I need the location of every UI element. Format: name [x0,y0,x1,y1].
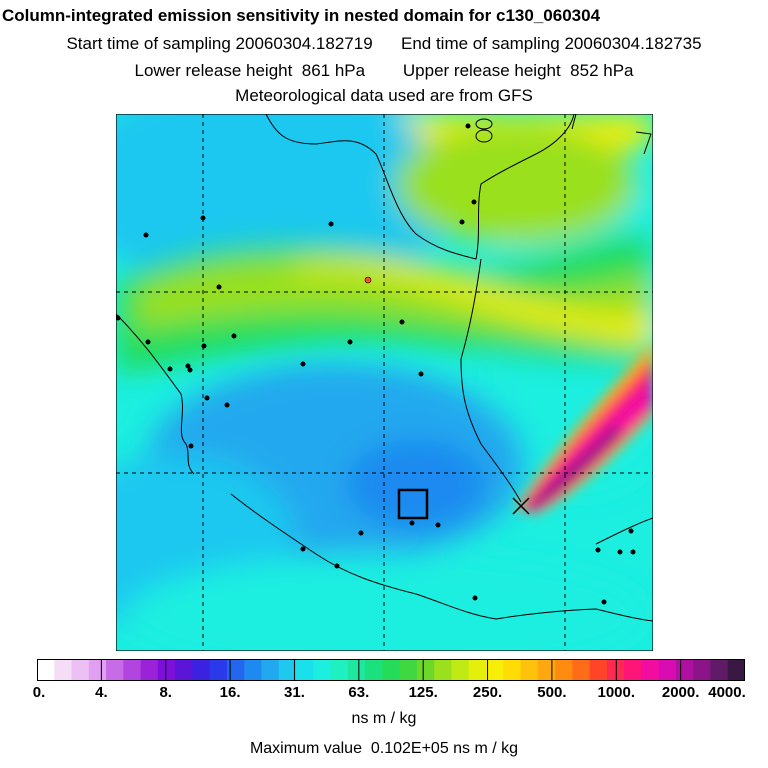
colorbar-cell [624,659,642,681]
colorbar-cell [520,659,539,681]
colorbar-tick-label: 4. [95,684,108,701]
colorbar-cell [399,659,418,681]
colorbar-cell [330,659,349,681]
release-heights: Lower release height 861 hPa Upper relea… [134,61,634,80]
colorbar-cell [693,659,712,681]
colorbar-tick-label: 2000. [661,684,700,701]
colorbar-units: ns m / kg [351,710,417,727]
colorbar-tick-label: 31. [284,684,305,701]
colorbar-cell [54,659,73,681]
colorbar-tick-label: 63. [348,684,370,701]
colorbar-cell [347,659,366,681]
star-marker [512,497,530,515]
colorbar-cell [382,659,401,681]
colorbar-cell [192,659,211,681]
colorbar-cell [589,659,608,681]
colorbar-cell [485,659,504,681]
colorbar-tick-label: 1000. [597,684,636,701]
colorbar-cell [675,659,694,681]
sampling-box [397,488,429,520]
colorbar-cell [416,659,435,681]
colorbar-cell [226,659,245,681]
colorbar-tick-label: 125. [408,684,438,701]
colorbar-cell [261,659,280,681]
concentration-field [116,114,653,651]
colorbar-cell [278,659,297,681]
colorbar [37,659,745,681]
station-dots [116,123,636,605]
colorbar-cell [157,659,176,681]
coastlines [116,114,653,622]
colorbar-cell [313,659,332,681]
colorbar-cell [434,659,453,681]
colorbar-cell [727,659,745,681]
colorbar-cell [175,659,194,681]
colorbar-cell [244,659,263,681]
colorbar-cell [71,659,90,681]
colorbar-cell [296,659,314,681]
lat-lon-gridlines [116,114,653,651]
colorbar-tick-label: 16. [219,684,241,701]
colorbar-cell [140,659,159,681]
sampling-times: Start time of sampling 20060304.182719 E… [66,34,702,53]
colorbar-cell [123,659,142,681]
release-point-marker [364,276,372,284]
colorbar-cell [572,659,591,681]
colorbar-tick-label: 250. [472,684,503,701]
colorbar-cell [641,659,660,681]
colorbar-tick-label: 0. [32,684,46,701]
colorbar-cell [468,659,487,681]
colorbar-cell [37,659,55,681]
colorbar-cell [365,659,383,681]
met-data-source: Meteorological data used are from GFS [235,86,533,105]
colorbar-cell [555,659,573,681]
sensitivity-map [116,114,653,651]
colorbar-cell [106,659,124,681]
colorbar-cell [710,659,729,681]
colorbar-cell [658,659,677,681]
colorbar-cell [503,659,522,681]
colorbar-cell [88,659,107,681]
colorbar-cell [209,659,228,681]
plot-title: Column-integrated emission sensitivity i… [2,6,601,25]
colorbar-cell [537,659,556,681]
colorbar-tick-label: 4000. [708,684,746,701]
colorbar-tick-label: 8. [159,684,172,701]
colorbar-tick-label: 500. [537,684,567,701]
colorbar-cell [451,659,470,681]
maximum-value: Maximum value 0.102E+05 ns m / kg [249,740,519,757]
